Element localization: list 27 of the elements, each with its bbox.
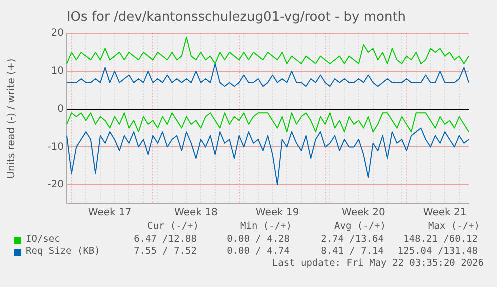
y-tick-label: 10 <box>51 66 64 78</box>
text: 0.00 / 4.28 <box>227 234 290 246</box>
x-tick-label: Week 17 <box>88 208 132 219</box>
text: 148.21 /60.12 <box>404 234 478 246</box>
legend-label: Req Size (KB) <box>26 246 100 258</box>
y-axis-title: Units read (-) / write (+) <box>6 58 18 179</box>
text: 7.55 / 7.52 <box>134 246 197 258</box>
text: 125.04 /131.48 <box>398 246 478 258</box>
y-tick-label: 20 <box>51 28 64 40</box>
text: 6.47 /12.88 <box>134 234 197 246</box>
y-tick-label: -10 <box>48 142 64 153</box>
text: 0.00 / 4.74 <box>227 246 290 258</box>
x-tick-label: Week 18 <box>174 208 218 219</box>
x-tick-label: Week 19 <box>256 208 300 219</box>
y-tick-label: -20 <box>48 180 64 191</box>
text: Avg (-/+) <box>334 221 386 233</box>
x-tick-label: Week 20 <box>342 208 386 219</box>
text: Last update: Fri May 22 03:35:20 2026 <box>272 258 484 270</box>
text: Max (-/+) <box>428 221 480 233</box>
y-tick-label: 0 <box>58 104 64 115</box>
text: 8.41 / 7.14 <box>321 246 384 258</box>
text: Min (-/+) <box>240 221 292 233</box>
x-tick-label: Week 21 <box>423 208 467 219</box>
text: 2.74 /13.64 <box>321 234 384 246</box>
legend-label: IO/sec <box>26 234 60 246</box>
text: Cur (-/+) <box>148 221 199 233</box>
chart-title: IOs for /dev/kantonsschulezug01-vg/root - by month <box>66 10 406 26</box>
